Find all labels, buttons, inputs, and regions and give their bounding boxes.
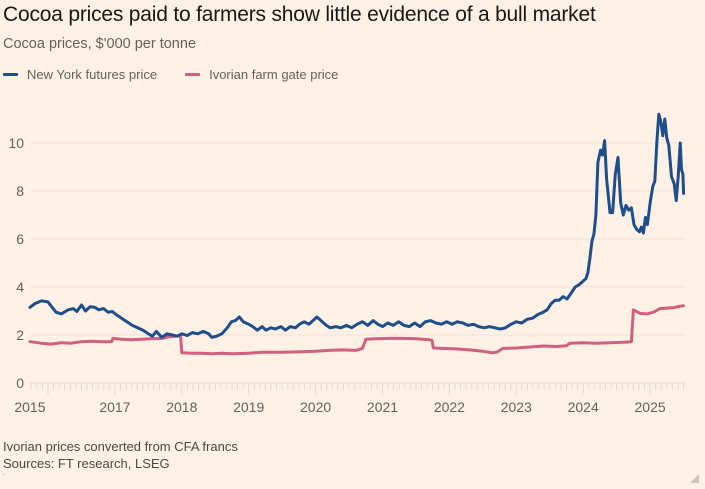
x-tick-label-2015: 2015 [14, 399, 45, 415]
x-tick-label-2024: 2024 [568, 399, 599, 415]
legend-item-ivorian-farm-gate: Ivorian farm gate price [185, 67, 338, 82]
footer-note: Ivorian prices converted from CFA francs [3, 439, 238, 454]
x-tick-label-2022: 2022 [434, 399, 465, 415]
x-tick-label-2018: 2018 [166, 399, 197, 415]
x-tick-label-2019: 2019 [233, 399, 264, 415]
legend-swatch-ny-futures [3, 73, 18, 76]
chart-subtitle: Cocoa prices, $'000 per tonne [3, 36, 197, 52]
footer-dot [3, 474, 4, 475]
x-axis: 2015 2017 2018 2019 2020 2021 2022 2023 2024 2025 [14, 382, 685, 415]
legend-item-ny-futures: New York futures price [3, 67, 157, 82]
footer-sources: Sources: FT research, LSEG [3, 456, 170, 471]
x-tick-label-2025: 2025 [635, 399, 666, 415]
y-tick-label-10: 10 [8, 135, 24, 151]
y-tick-label-4: 4 [16, 279, 24, 295]
y-tick-label-2: 2 [16, 327, 24, 343]
gridlines [30, 142, 685, 336]
y-tick-label-8: 8 [16, 183, 24, 199]
y-tick-label-0: 0 [16, 375, 24, 391]
chart-title: Cocoa prices paid to farmers show little… [3, 3, 596, 26]
legend-label-ny-futures: New York futures price [27, 67, 158, 82]
series-lines [28, 112, 686, 356]
x-tick-label-2017: 2017 [99, 399, 130, 415]
legend-label-ivorian-farm-gate: Ivorian farm gate price [209, 67, 339, 82]
y-tick-label-6: 6 [16, 231, 24, 247]
x-tick-label-2021: 2021 [367, 399, 398, 415]
series-line-ny-futures [28, 112, 686, 339]
x-tick-label-2023: 2023 [501, 399, 532, 415]
footer: Ivorian prices converted from CFA francs… [3, 438, 238, 472]
y-axis: 0 2 4 6 8 10 [8, 135, 24, 391]
legend: New York futures price Ivorian farm gate… [3, 67, 366, 82]
series-line-ivorian-farm-gate [28, 304, 686, 356]
resize-grip-icon[interactable] [690, 474, 699, 483]
x-tick-label-2020: 2020 [300, 399, 331, 415]
legend-swatch-ivorian-farm-gate [185, 73, 201, 76]
